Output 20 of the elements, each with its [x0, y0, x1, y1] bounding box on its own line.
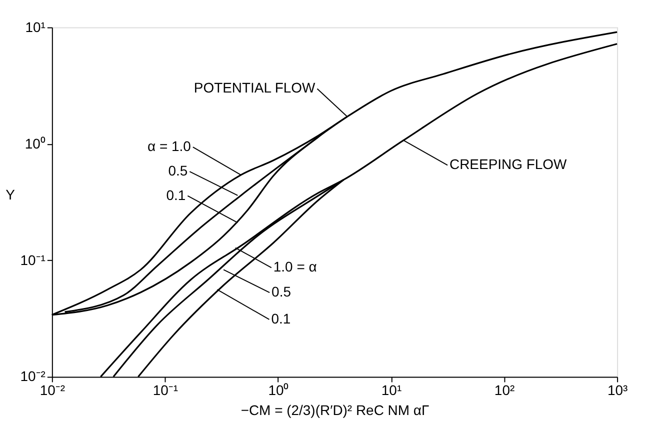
annotation: 0.1	[271, 310, 291, 326]
annotation: POTENTIAL FLOW	[194, 80, 316, 96]
y-axis-title: Y	[6, 186, 16, 203]
x-tick-label: 10¹	[381, 382, 402, 398]
y-tick-label: 10⁻²	[20, 368, 46, 384]
annotation: CREEPING FLOW	[450, 156, 568, 172]
annotation: 1.0 = α	[273, 258, 317, 275]
y-tick-label: 10¹	[25, 18, 46, 35]
x-tick-label: 10²	[494, 382, 515, 398]
annotation: 0.5	[168, 162, 188, 179]
annotation: 0.5	[272, 284, 292, 300]
y-tick-label: 10⁰	[24, 135, 46, 152]
annotation: α = 1.0	[147, 138, 192, 154]
x-axis-title: −CM = (2/3)(R′D)² ReC NM αΓ	[240, 402, 430, 418]
x-tick-label: 10⁰	[268, 382, 289, 398]
y-tick-label: 10⁻¹	[20, 252, 46, 268]
x-tick-label: 10⁻¹	[152, 382, 178, 398]
annotation: 0.1	[166, 186, 186, 203]
x-tick-label: 10³	[607, 382, 628, 398]
x-tick-label: 10⁻²	[40, 382, 66, 398]
